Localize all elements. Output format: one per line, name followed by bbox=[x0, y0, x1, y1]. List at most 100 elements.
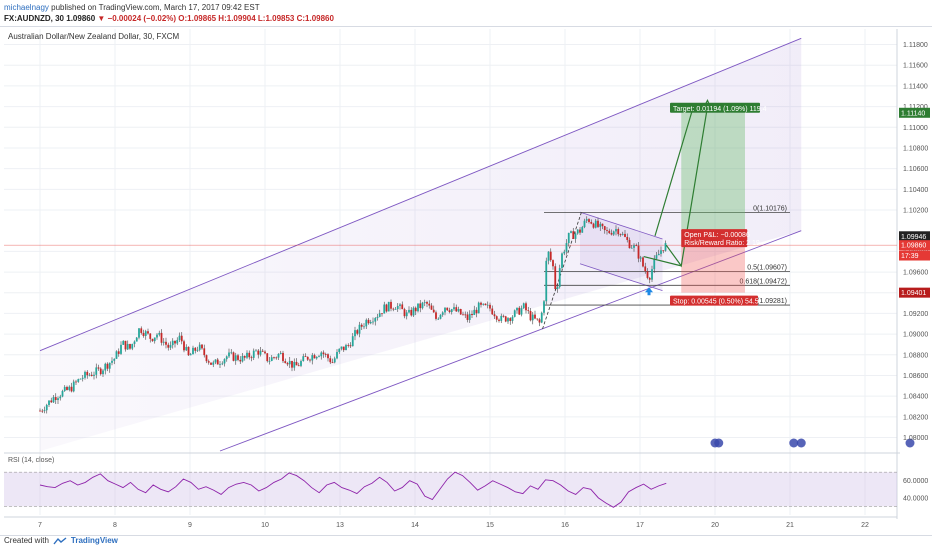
author-link[interactable]: michaelnagy bbox=[4, 3, 49, 12]
candle-body bbox=[75, 381, 77, 383]
candle-body bbox=[149, 333, 152, 339]
time-tick-label: 14 bbox=[411, 522, 419, 529]
candle-body bbox=[66, 386, 68, 390]
candle-body bbox=[383, 304, 386, 314]
candle-body bbox=[405, 312, 408, 317]
candle-body bbox=[338, 348, 341, 352]
candle-body bbox=[356, 330, 359, 334]
candle-body bbox=[250, 357, 253, 359]
candle-body bbox=[477, 302, 480, 314]
candle-body bbox=[39, 410, 41, 412]
rsi-tick-label: 60.0000 bbox=[903, 478, 928, 485]
candle-body bbox=[192, 347, 194, 355]
candles bbox=[39, 216, 667, 414]
symbol-label: FX:AUDNZD, 30 bbox=[4, 14, 65, 23]
candle-body bbox=[637, 245, 640, 259]
candle-body bbox=[498, 319, 500, 321]
price-tick-label: 1.09000 bbox=[903, 332, 928, 339]
candle-body bbox=[396, 305, 399, 310]
pnl-label-text: Risk/Reward Ratio: 2.19 bbox=[684, 240, 760, 247]
candle-body bbox=[50, 400, 53, 403]
candle-body bbox=[536, 318, 539, 320]
candle-body bbox=[601, 223, 604, 227]
candle-body bbox=[657, 253, 660, 256]
candle-body bbox=[167, 344, 170, 348]
candle-body bbox=[232, 352, 235, 361]
candle-body bbox=[520, 308, 523, 315]
candle-body bbox=[135, 337, 138, 342]
candle-body bbox=[588, 219, 590, 222]
candle-body bbox=[561, 253, 563, 269]
candle-body bbox=[579, 229, 581, 233]
stop-zone bbox=[681, 245, 745, 293]
candle-body bbox=[446, 307, 449, 311]
candle-body bbox=[428, 303, 431, 306]
candle-body bbox=[387, 301, 390, 312]
candle-body bbox=[354, 330, 356, 337]
candle-body bbox=[266, 353, 269, 362]
candle-body bbox=[178, 335, 181, 340]
target-label-text: Target: 0.01194 (1.09%) 119.4 bbox=[673, 106, 767, 113]
candle-body bbox=[169, 345, 172, 348]
price-marker-bg bbox=[899, 287, 930, 298]
candle-body bbox=[592, 223, 595, 228]
candle-body bbox=[408, 309, 410, 313]
candle-body bbox=[351, 336, 354, 347]
candle-body bbox=[70, 386, 73, 392]
candle-body bbox=[441, 312, 444, 315]
channel-upper-line[interactable] bbox=[39, 37, 802, 352]
footer: Created with TradingView bbox=[4, 536, 118, 545]
projection-path[interactable] bbox=[643, 98, 713, 296]
candle-body bbox=[111, 360, 113, 363]
candle-body bbox=[212, 362, 215, 365]
candle-body bbox=[662, 250, 665, 252]
candle-body bbox=[419, 303, 422, 309]
candle-body bbox=[554, 266, 557, 289]
candle-body bbox=[635, 245, 638, 247]
channel-fill bbox=[40, 38, 802, 451]
candle-body bbox=[284, 361, 287, 364]
price-chart[interactable]: 0(1.10176) 0.5(1.09607) 0.618(1.09472) 0.78… bbox=[0, 27, 932, 535]
time-tick-label: 9 bbox=[188, 522, 192, 529]
candle-body bbox=[306, 356, 309, 360]
candle-body bbox=[642, 257, 644, 267]
price-tick-label: 1.09600 bbox=[903, 270, 928, 277]
candle-body bbox=[248, 352, 251, 358]
candle-body bbox=[653, 258, 656, 270]
candle-body bbox=[77, 379, 80, 382]
candle-body bbox=[570, 231, 572, 233]
candle-body bbox=[340, 346, 343, 349]
ohlc-values: O:1.09865 H:1.09904 L:1.09853 C:1.09860 bbox=[178, 14, 334, 23]
candle-body bbox=[198, 344, 201, 350]
candle-body bbox=[286, 363, 289, 365]
price-tick-label: 1.10400 bbox=[903, 187, 928, 194]
candle-body bbox=[646, 271, 649, 278]
price-axis[interactable]: 1.11800 1.11600 1.11400 1.11200 1.11000 1.108… bbox=[899, 42, 930, 502]
candle-body bbox=[558, 268, 561, 287]
price-marker-label: 1.09860 bbox=[901, 243, 926, 250]
flag-lower-line bbox=[579, 263, 663, 292]
candle-body bbox=[439, 314, 442, 319]
candle-body bbox=[270, 357, 273, 361]
publish-info: michaelnagy published on TradingView.com… bbox=[4, 3, 260, 13]
candle-body bbox=[151, 338, 154, 342]
candle-body bbox=[239, 359, 242, 362]
candle-body bbox=[158, 332, 161, 335]
candle-body bbox=[480, 302, 482, 305]
candle-body bbox=[639, 257, 642, 259]
long-position[interactable] bbox=[4, 112, 897, 293]
footer-brand[interactable]: TradingView bbox=[70, 536, 118, 545]
time-axis[interactable]: 7 8 9 10 13 14 15 16 17 20 21 22 bbox=[4, 516, 897, 529]
candle-body bbox=[84, 371, 86, 378]
event-flag-icon bbox=[796, 438, 806, 448]
channel-lower-line[interactable] bbox=[219, 230, 802, 452]
candle-body bbox=[565, 243, 568, 252]
candle-body bbox=[322, 352, 325, 355]
price-tick-label: 1.11600 bbox=[903, 63, 928, 70]
candle-body bbox=[117, 351, 120, 354]
candle-body bbox=[180, 335, 183, 342]
candle-body bbox=[275, 357, 278, 359]
candle-body bbox=[126, 343, 129, 350]
candle-body bbox=[549, 251, 552, 261]
candle-body bbox=[115, 351, 118, 359]
